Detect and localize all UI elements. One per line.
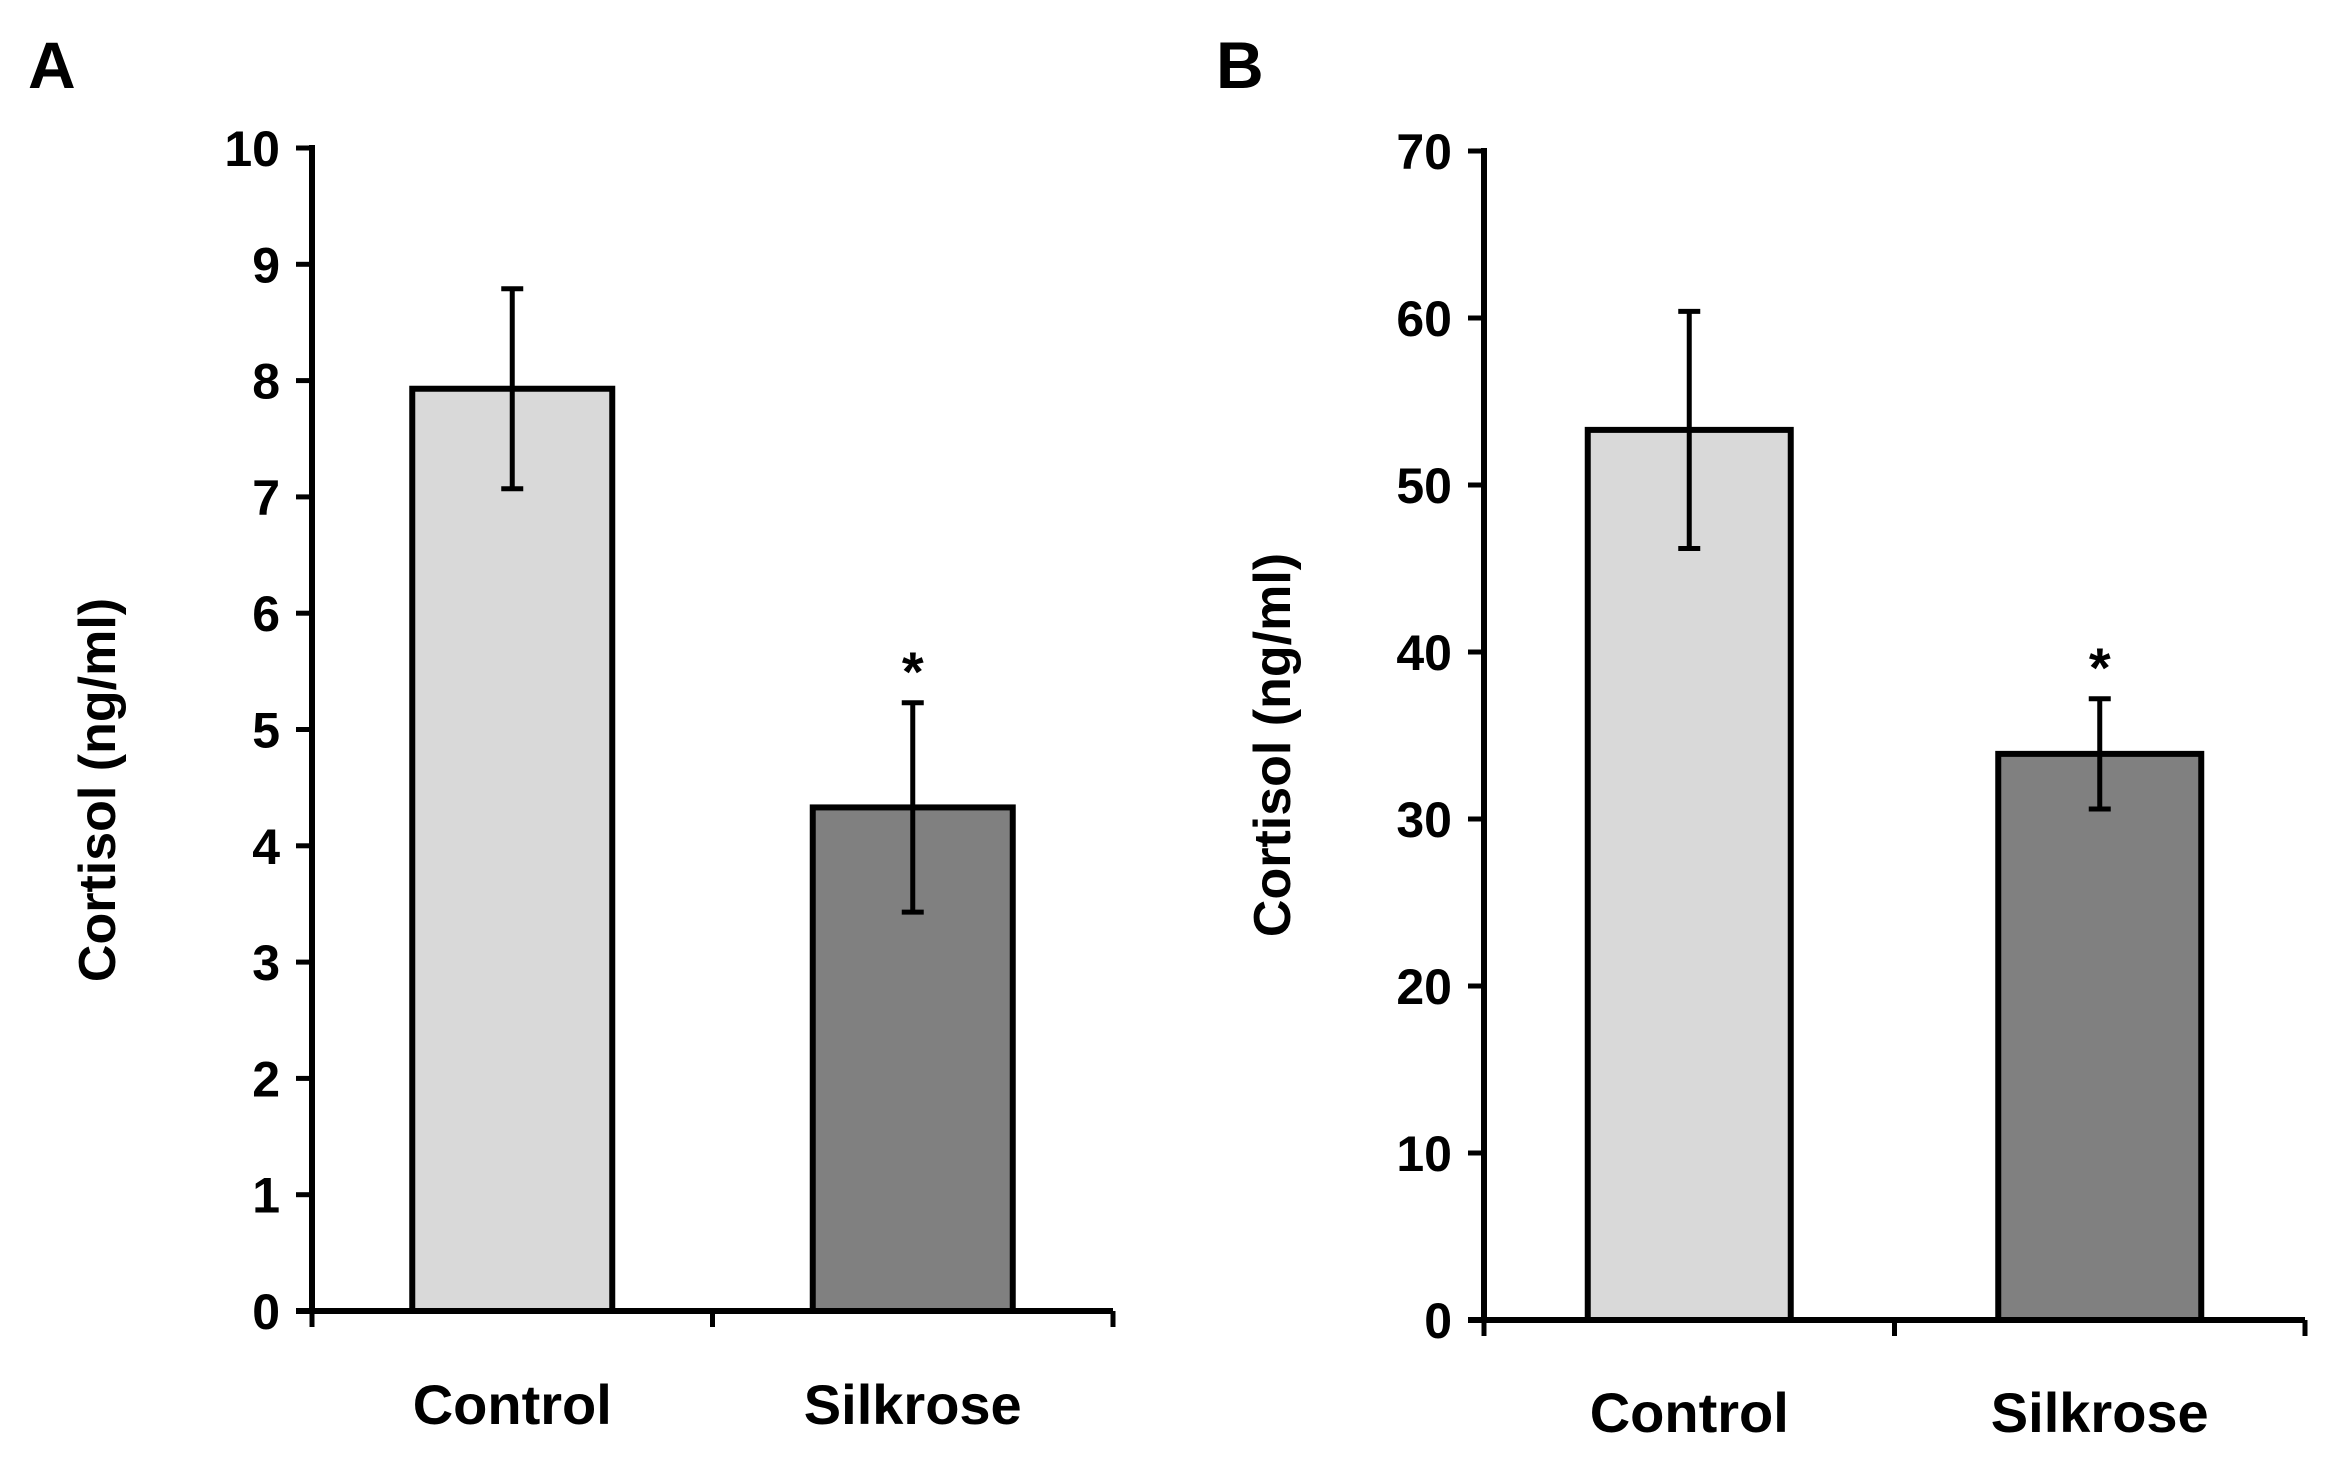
y-tick-label: 2 — [252, 1051, 280, 1107]
y-tick-label: 30 — [1396, 792, 1452, 848]
y-tick-label: 60 — [1396, 291, 1452, 347]
y-tick-label: 8 — [252, 354, 280, 410]
y-tick-label: 0 — [1424, 1293, 1452, 1349]
panel-a: A Cortisol (ng/ml) 0 1 2 3 4 5 6 7 8 9 10 Control * Sil… — [28, 28, 1116, 1436]
category-label: Control — [413, 1373, 612, 1436]
y-tick-label: 3 — [252, 935, 280, 991]
y-tick-label: 6 — [252, 586, 280, 642]
y-tick-label: 1 — [252, 1168, 280, 1224]
significance-marker: * — [2089, 636, 2111, 699]
bar-silkrose — [1995, 750, 2205, 1323]
panel-b: B Cortisol (ng/ml) 0 10 20 30 40 50 60 70 Control *… — [1216, 28, 2308, 1444]
y-tick-label: 9 — [252, 237, 280, 293]
category-label: Control — [1590, 1381, 1789, 1444]
y-tick-label: 7 — [252, 470, 280, 526]
category-label: Silkrose — [804, 1373, 1022, 1436]
y-axis-label: Cortisol (ng/ml) — [1244, 553, 1302, 937]
y-tick-label: 10 — [1396, 1126, 1452, 1182]
y-tick-label: 4 — [252, 819, 280, 875]
panel-label: A — [28, 28, 76, 102]
category-label: Silkrose — [1991, 1381, 2209, 1444]
y-axis-label: Cortisol (ng/ml) — [69, 598, 127, 982]
significance-marker: * — [902, 640, 924, 703]
y-tick-label: 20 — [1396, 959, 1452, 1015]
bar-control — [409, 385, 616, 1314]
y-tick-label: 0 — [252, 1284, 280, 1340]
y-tick-label: 50 — [1396, 458, 1452, 514]
panel-label: B — [1216, 28, 1264, 102]
bar-control — [1584, 426, 1794, 1323]
y-tick-label: 5 — [252, 703, 280, 759]
y-tick-label: 70 — [1396, 124, 1452, 180]
y-tick-label: 10 — [224, 121, 280, 177]
y-tick-label: 40 — [1396, 625, 1452, 681]
